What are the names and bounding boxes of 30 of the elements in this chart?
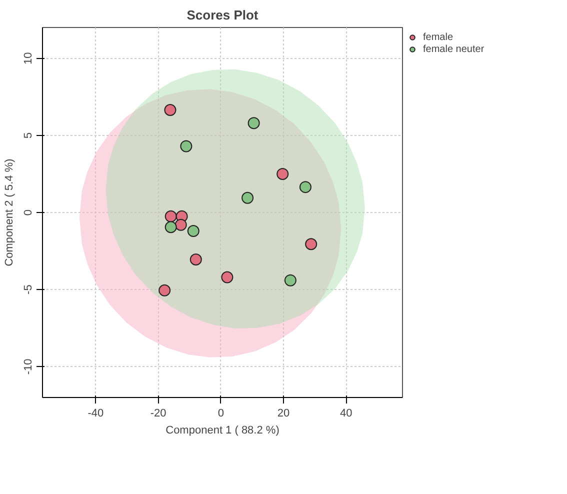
point <box>187 225 200 237</box>
point <box>284 274 296 286</box>
chart-title: Scores Plot <box>186 8 259 22</box>
point <box>164 210 177 222</box>
y-tick-label: 10 <box>22 52 34 64</box>
point <box>164 104 176 116</box>
x-tick-label: 0 <box>218 408 224 420</box>
point <box>276 168 289 180</box>
x-tick-label: 40 <box>340 408 352 420</box>
x-tick-label: 20 <box>277 408 290 420</box>
y-tick-label: 0 <box>22 209 34 216</box>
legend-label: female neuter <box>423 43 484 55</box>
point <box>164 221 177 234</box>
point <box>242 192 254 204</box>
y-axis-title: Component 2 ( 5.4 %) <box>4 158 16 266</box>
y-tick-label: 5 <box>22 132 34 138</box>
point <box>305 238 318 250</box>
x-axis-title: Component 1 ( 88.2 %) <box>166 424 280 436</box>
point <box>174 218 187 231</box>
y-tick-label: -5 <box>22 284 34 294</box>
legend-label: female <box>423 31 454 43</box>
x-tick-label: -40 <box>88 408 104 420</box>
y-tick-label: -10 <box>22 358 34 375</box>
point <box>158 284 171 296</box>
point <box>248 117 260 130</box>
x-tick-label: -20 <box>150 408 166 420</box>
point <box>221 271 234 284</box>
point <box>299 181 312 194</box>
point <box>180 140 192 152</box>
point <box>190 254 202 266</box>
